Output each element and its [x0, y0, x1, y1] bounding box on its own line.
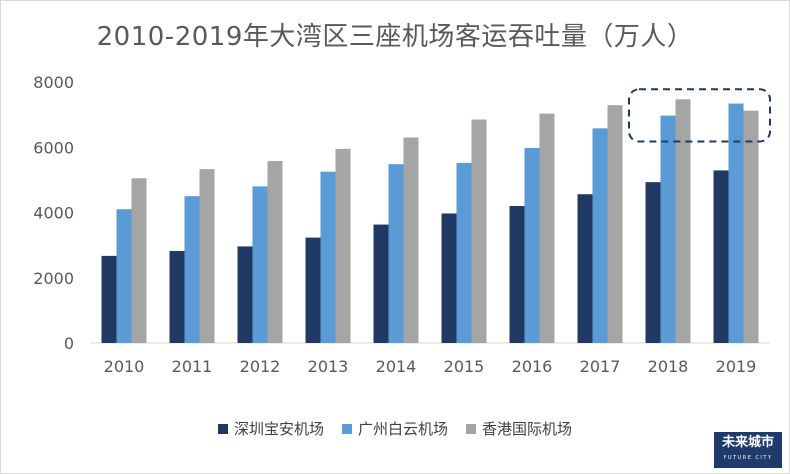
bar	[577, 194, 593, 343]
bar	[252, 186, 268, 343]
bar	[675, 99, 691, 343]
brand-logo: 未来城市 FUTURE CITY	[714, 432, 782, 468]
bar	[131, 178, 147, 343]
bar	[728, 103, 744, 343]
bar	[713, 170, 729, 343]
bar	[237, 246, 253, 343]
logo-subtext: FUTURE CITY	[723, 455, 773, 461]
bar	[441, 213, 457, 343]
bar	[199, 169, 215, 343]
legend-label: 深圳宝安机场	[233, 420, 324, 438]
x-tick-label: 2012	[240, 357, 281, 376]
x-tick-label: 2016	[512, 357, 553, 376]
y-tick-label: 6000	[33, 138, 74, 157]
bar	[388, 164, 404, 343]
legend-swatch	[466, 423, 476, 434]
x-tick-label: 2018	[648, 357, 689, 376]
bar	[335, 148, 351, 343]
bar	[169, 250, 185, 343]
legend-label: 香港国际机场	[482, 420, 573, 438]
bar	[471, 119, 487, 343]
x-tick-label: 2014	[376, 357, 417, 376]
y-tick-label: 8000	[33, 73, 74, 92]
bar	[305, 237, 321, 343]
annotation-dashed-box	[628, 88, 771, 143]
x-tick-label: 2019	[716, 357, 757, 376]
legend-swatch	[341, 423, 352, 434]
bar	[524, 147, 540, 343]
bar	[743, 110, 759, 344]
bar	[184, 196, 200, 343]
bar	[645, 182, 661, 343]
x-tick-label: 2017	[580, 357, 621, 376]
x-tick-label: 2010	[104, 357, 145, 376]
legend-label: 广州白云机场	[357, 420, 448, 438]
bar	[456, 162, 472, 343]
x-tick-label: 2015	[444, 357, 485, 376]
bar	[539, 113, 555, 344]
bar	[607, 105, 623, 343]
x-tick-label: 2013	[308, 357, 349, 376]
bar	[592, 128, 608, 343]
bar	[660, 115, 676, 343]
legend-item: 深圳宝安机场	[217, 418, 324, 439]
chart-title: 2010-2019年大湾区三座机场客运吞吐量（万人）	[96, 22, 694, 52]
legend-swatch	[217, 423, 228, 434]
bar	[101, 255, 117, 343]
legend-item: 广州白云机场	[341, 418, 448, 439]
chart-legend: 深圳宝安机场 广州白云机场 香港国际机场	[0, 418, 790, 439]
bar	[267, 160, 283, 343]
bar	[320, 171, 336, 343]
legend-item: 香港国际机场	[466, 418, 572, 439]
y-tick-label: 4000	[33, 204, 74, 223]
bar	[116, 209, 132, 343]
y-tick-label: 0	[64, 334, 74, 353]
y-tick-label: 2000	[33, 269, 74, 288]
bar	[403, 137, 419, 343]
bar	[509, 205, 525, 343]
x-tick-label: 2011	[172, 357, 213, 376]
logo-text: 未来城市	[721, 435, 774, 450]
bar	[373, 224, 389, 343]
